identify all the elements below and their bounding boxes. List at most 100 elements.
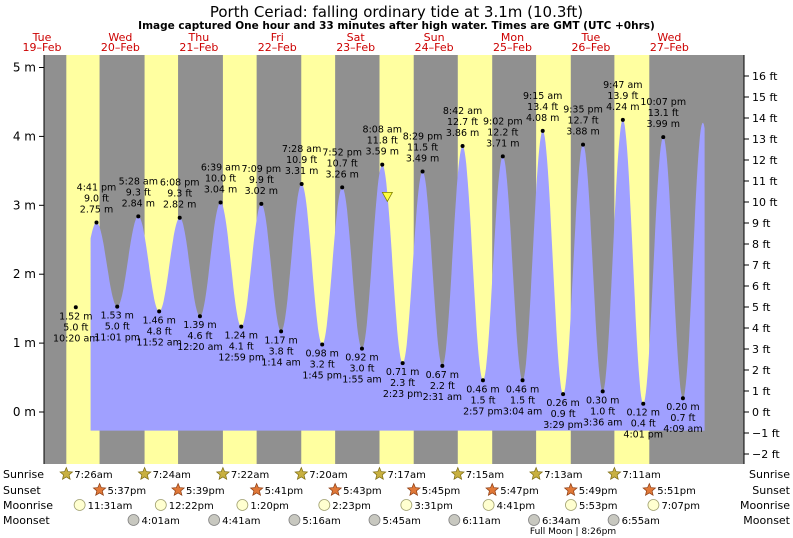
high-water-time-label: 6:08 pm (160, 178, 200, 189)
moonrise-moon-icon (154, 499, 167, 511)
moonset-time: 4:01am (142, 516, 180, 527)
right-tick-label: 11 ft (752, 175, 778, 188)
moonrise-time: 1:20pm (250, 501, 289, 512)
high-water-metres-label: 3.04 m (204, 185, 237, 196)
day-headers: Tue19–FebWed20–FebThu21–FebFri22–FebSat2… (23, 31, 689, 54)
high-water-point (136, 214, 141, 219)
high-water-point (620, 117, 625, 122)
low-water-metres-label: 0.30 m (586, 395, 619, 406)
low-water-time-label: 2:31 am (423, 392, 462, 403)
low-water-feet-label: 3.8 ft (269, 346, 294, 357)
high-water-point (420, 169, 425, 174)
right-tick-label: 10 ft (752, 196, 778, 209)
low-water-metres-label: 0.46 m (466, 384, 499, 395)
sunrise-star-icon (607, 466, 622, 481)
high-water-feet-label: 9.3 ft (126, 187, 151, 198)
right-tick-label: 5 ft (752, 301, 771, 314)
sunrise-star-icon (59, 466, 74, 481)
low-water-point (359, 346, 364, 351)
high-water-metres-label: 2.75 m (80, 205, 113, 216)
moonrise-moon-icon (236, 499, 249, 511)
left-tick-label: 2 m (13, 267, 36, 281)
moonrise-moon-icon (73, 499, 86, 511)
sunset-time: 5:43pm (343, 486, 382, 497)
low-water-point (561, 392, 566, 397)
low-water-feet-label: 0.9 ft (551, 409, 576, 420)
low-water-point (239, 324, 244, 329)
high-water-feet-label: 13.4 ft (527, 102, 558, 113)
low-water-feet-label: 1.0 ft (590, 406, 615, 417)
day-weekday-label: Wed (657, 31, 681, 44)
sunset-star-icon (92, 482, 107, 497)
day-date-label: 22–Feb (258, 41, 297, 54)
high-water-time-label: 7:09 pm (242, 164, 282, 175)
moonset-moon-icon (607, 514, 620, 526)
low-water-feet-label: 2.2 ft (430, 381, 455, 392)
low-water-feet-label: 1.5 ft (510, 395, 535, 406)
high-water-feet-label: 10.9 ft (286, 155, 317, 166)
right-tick-label: 15 ft (752, 91, 778, 104)
high-water-feet-label: 12.7 ft (567, 116, 598, 127)
high-water-time-label: 8:08 am (363, 125, 402, 136)
moonrise-time: 4:41pm (497, 501, 536, 512)
low-water-time-label: 10:20 am (53, 333, 98, 344)
sunset-time: 5:49pm (579, 486, 618, 497)
high-water-metres-label: 3.71 m (486, 138, 519, 149)
low-water-point (279, 329, 284, 334)
right-tick-label: 6 ft (752, 280, 771, 293)
high-water-metres-label: 3.26 m (325, 169, 358, 180)
right-tick-label: 16 ft (752, 70, 778, 83)
sunrise-time: 7:24am (153, 470, 191, 481)
low-water-time-label: 3:04 am (503, 406, 542, 417)
moonrise-time: 5:53pm (579, 501, 618, 512)
right-tick-label: −2 ft (752, 448, 780, 461)
high-water-time-label: 9:47 am (603, 80, 642, 91)
high-water-point (340, 185, 345, 190)
low-water-feet-label: 0.7 ft (670, 413, 695, 424)
low-water-time-label: 11:52 am (136, 337, 181, 348)
high-water-metres-label: 4.08 m (526, 113, 559, 124)
moonset-time: 4:41am (222, 516, 260, 527)
row-label-sunrise-right: Sunrise (749, 468, 790, 481)
right-tick-label: 2 ft (752, 364, 771, 377)
high-water-feet-label: 10.0 ft (205, 174, 236, 185)
low-water-point (73, 305, 78, 310)
high-water-metres-label: 3.49 m (406, 154, 439, 165)
right-tick-label: 9 ft (752, 217, 771, 230)
row-label-sunset-right: Sunset (752, 484, 790, 497)
sunset-time: 5:51pm (657, 486, 696, 497)
high-water-metres-label: 4.24 m (606, 102, 639, 113)
low-water-time-label: 1:14 am (261, 357, 300, 368)
high-water-feet-label: 13.9 ft (607, 91, 638, 102)
axes: 0 m 1 m 2 m 3 m 4 m 5 m −2 ft −1 ft 0 ft 1 ft 2 ft… (13, 55, 780, 464)
high-water-point (177, 215, 182, 220)
moonrise-time: 2:23pm (332, 501, 371, 512)
moonrise-time: 11:31am (88, 501, 133, 512)
sunset-time: 5:45pm (422, 486, 461, 497)
sunrise-time: 7:26am (74, 470, 112, 481)
low-water-point (440, 363, 445, 368)
low-water-metres-label: 0.71 m (386, 367, 419, 378)
sunrise-time: 7:13am (544, 470, 582, 481)
low-water-point (480, 378, 485, 383)
high-water-point (380, 162, 385, 167)
current-tide-marker (381, 192, 394, 203)
moonrise-time: 12:22pm (169, 501, 214, 512)
day-weekday-label: Sun (424, 31, 445, 44)
low-water-metres-label: 1.17 m (264, 335, 297, 346)
low-water-time-label: 1:55 am (342, 375, 381, 386)
high-water-metres-label: 2.84 m (122, 198, 155, 209)
low-water-feet-label: 1.5 ft (470, 395, 495, 406)
high-water-feet-label: 12.2 ft (487, 127, 518, 138)
sunset-star-icon (328, 482, 343, 497)
sunset-time: 5:39pm (186, 486, 225, 497)
low-water-point (197, 314, 202, 319)
sunset-star-icon (249, 482, 264, 497)
right-tick-label: 0 ft (752, 406, 771, 419)
sunrise-star-icon (215, 466, 230, 481)
high-water-time-label: 8:29 pm (403, 132, 443, 143)
high-water-time-label: 6:39 am (201, 163, 240, 174)
high-water-point (500, 154, 505, 159)
low-water-time-label: 12:59 pm (218, 353, 264, 364)
